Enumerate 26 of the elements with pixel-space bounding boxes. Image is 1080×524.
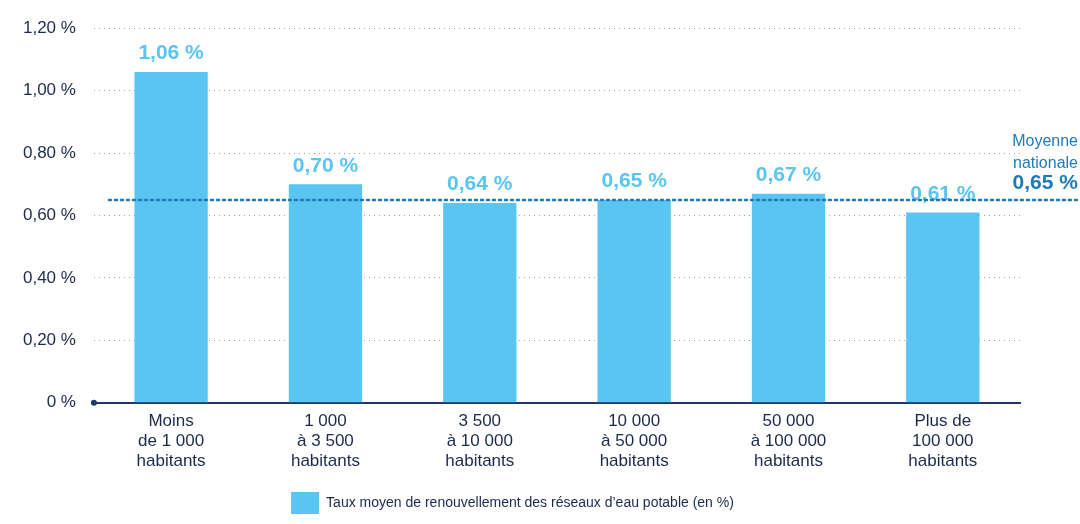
bar (134, 71, 208, 403)
bar (751, 193, 826, 403)
bar (443, 203, 517, 403)
x-tick-label: 50 000 à 100 000 habitants (750, 410, 827, 471)
data-label: 0,65 % (601, 168, 668, 192)
x-tick-label: Plus de 100 000 habitants (908, 410, 978, 471)
y-tick-label: 1,00 % (22, 80, 76, 100)
x-tick-label: Moins de 1 000 habitants (136, 410, 206, 471)
bar (597, 199, 671, 403)
y-tick-label: 1,20 % (22, 17, 76, 37)
x-tick-label: 3 500 à 10 000 habitants (445, 410, 515, 471)
data-label: 0,67 % (755, 161, 822, 185)
data-label: 1,06 % (138, 40, 205, 64)
ref-line-label: Moyenne nationale 0,65 % (1012, 132, 1079, 194)
y-tick-label: 0,60 % (22, 205, 76, 225)
y-tick-label: 0 % (46, 392, 76, 412)
data-label: 0,70 % (292, 152, 359, 176)
x-tick-label: 1 000 à 3 500 habitants (290, 410, 360, 471)
legend-label: Taux moyen de renouvellement des réseaux d’eau potable (en %) (326, 493, 734, 510)
y-tick-label: 0,80 % (22, 142, 76, 162)
bar (906, 212, 980, 403)
y-tick-label: 0,40 % (22, 267, 76, 287)
data-label: 0,64 % (447, 171, 513, 195)
y-tick-label: 0,20 % (22, 330, 76, 350)
x-tick-label: 10 000 à 50 000 habitants (599, 410, 669, 471)
bar (288, 184, 363, 403)
